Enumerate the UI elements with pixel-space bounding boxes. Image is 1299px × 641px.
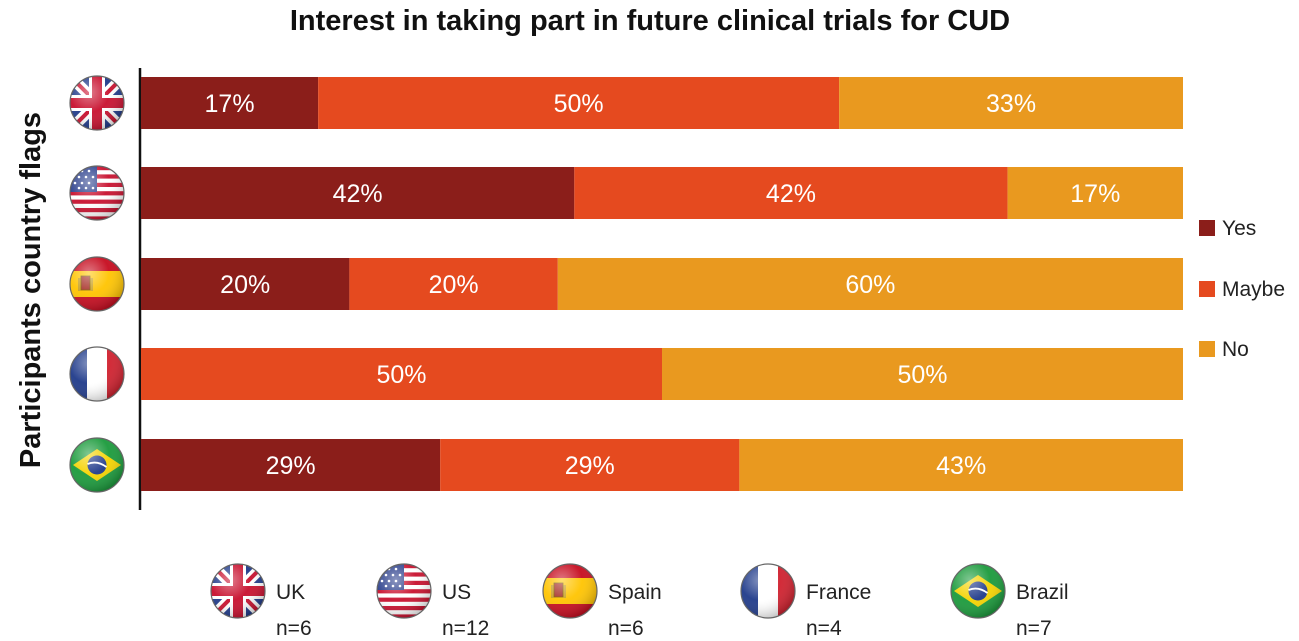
row-flag-brazil-icon [67,435,127,495]
flag-legend-country: France [806,581,871,604]
bar-segments: 17% 50% 33% 42% 42% 17% 20% 20% 60% 50% 50% 29% 29% 4… [141,77,1183,491]
flag-legend-n: n=7 [1016,617,1052,640]
flag-legend-n: n=12 [442,617,489,640]
row-flag-france-icon [67,344,127,404]
label-spain-no: 60% [845,271,895,299]
label-us-no: 17% [1070,180,1120,208]
label-brazil-yes: 29% [266,452,316,480]
bar-france-maybe [141,348,662,400]
bar-spain-yes [141,258,350,310]
flag-legend-country: Brazil [1016,581,1069,604]
legend: Yes Maybe No [1199,217,1285,361]
bar-us-no [1007,167,1183,219]
brazil-flag-icon [948,561,1008,621]
flag-legend-country: UK [276,581,305,604]
label-uk-maybe: 50% [554,90,604,118]
label-us-yes: 42% [333,180,383,208]
flag-legend: UK n=6 US n=12 Spain n=6 France n=4 Brazil n=7 [208,561,1069,640]
label-brazil-maybe: 29% [565,452,615,480]
row-flags [67,73,127,495]
bar-france-no [662,348,1183,400]
bar-uk-no [839,77,1183,129]
label-uk-yes: 17% [205,90,255,118]
legend-swatch-maybe [1199,281,1215,297]
label-france-no: 50% [897,361,947,389]
label-spain-maybe: 20% [429,271,479,299]
bar-spain-maybe [349,258,558,310]
label-uk-no: 33% [986,90,1036,118]
flag-legend-n: n=4 [806,617,842,640]
us-flag-icon [374,561,434,621]
legend-label-no: No [1222,338,1249,361]
y-axis-label: Participants country flags [15,112,47,468]
chart-title: Interest in taking part in future clinic… [290,5,1010,37]
label-france-maybe: 50% [376,361,426,389]
flag-legend-n: n=6 [608,617,644,640]
bar-brazil-maybe [440,439,740,491]
label-brazil-no: 43% [936,452,986,480]
bar-us-maybe [574,167,1008,219]
flag-legend-country: Spain [608,581,662,604]
row-flag-uk-icon [67,73,127,133]
label-us-maybe: 42% [766,180,816,208]
france-flag-icon [738,561,798,621]
row-flag-us-icon [67,163,127,223]
bar-uk-yes [141,77,319,129]
legend-swatch-yes [1199,220,1215,236]
flag-legend-country: US [442,581,471,604]
bar-spain-no [557,258,1183,310]
bar-brazil-yes [141,439,441,491]
legend-label-maybe: Maybe [1222,278,1285,301]
bar-us-yes [141,167,575,219]
row-flag-spain-icon [67,254,127,314]
uk-flag-icon [208,561,268,621]
legend-label-yes: Yes [1222,217,1256,240]
bar-brazil-no [739,439,1183,491]
flag-legend-n: n=6 [276,617,312,640]
legend-swatch-no [1199,341,1215,357]
bar-uk-maybe [318,77,840,129]
label-spain-yes: 20% [220,271,270,299]
spain-flag-icon [540,561,600,621]
